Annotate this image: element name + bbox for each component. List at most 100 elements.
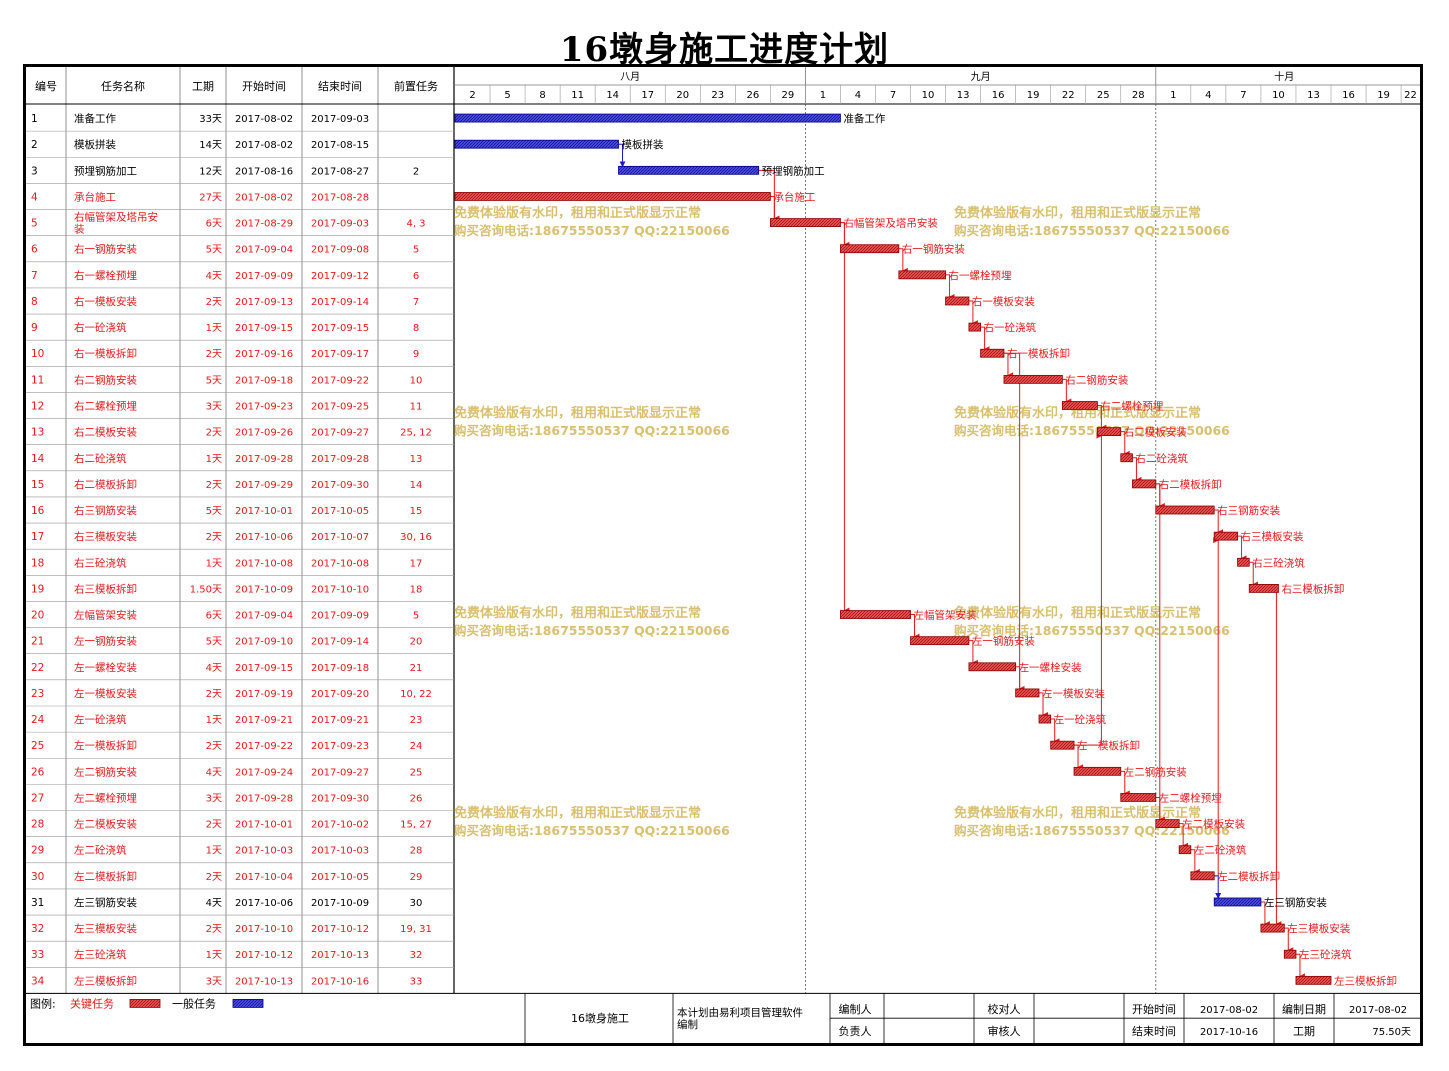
task-duration: 1天 [206, 715, 222, 726]
task-predecessors: 7 [413, 297, 419, 308]
task-bar [1038, 714, 1052, 724]
task-duration: 1天 [206, 846, 222, 857]
task-name: 左三钢筋安装 [74, 896, 137, 909]
task-duration: 1天 [206, 950, 222, 961]
task-duration: 12天 [199, 166, 222, 177]
task-bar-label: 右二模板拆卸 [1159, 478, 1222, 491]
dependency-arrow [945, 274, 955, 300]
task-bar [980, 348, 1005, 358]
day-tick-label: 19 [1027, 90, 1040, 101]
task-start: 2017-08-02 [235, 140, 293, 151]
task-bar [1120, 793, 1157, 802]
task-duration: 2天 [206, 741, 222, 752]
task-bar-label: 左一模板安装 [1042, 687, 1105, 700]
task-predecessors: 9 [413, 349, 419, 360]
task-start: 2017-10-06 [235, 532, 293, 543]
task-duration: 2天 [206, 349, 222, 360]
task-end: 2017-10-05 [311, 872, 369, 883]
task-name: 右三砼浇筑 [74, 556, 127, 569]
row-id: 19 [31, 583, 44, 595]
task-end: 2017-10-13 [311, 950, 369, 961]
day-tick-label: 26 [746, 90, 759, 101]
task-duration: 1天 [206, 323, 222, 334]
task-bar-label: 右一砼浇筑 [984, 321, 1037, 334]
legend-critical-label: 关键任务 [70, 996, 114, 1010]
day-tick-label: 16 [1342, 90, 1355, 101]
task-start: 2017-09-16 [235, 349, 293, 360]
task-bar-label: 承台施工 [773, 190, 815, 203]
task-duration: 2天 [206, 532, 222, 543]
task-start: 2017-09-04 [235, 245, 293, 256]
task-predecessors: 8 [413, 323, 419, 334]
task-start: 2017-10-12 [235, 950, 293, 961]
dependency-arrow [1015, 666, 1025, 692]
task-predecessors: 23 [410, 715, 423, 726]
task-duration: 1天 [206, 454, 222, 465]
task-bar [1213, 531, 1238, 541]
day-tick-label: 28 [1132, 90, 1145, 101]
task-name: 右三模板安装 [74, 530, 137, 543]
task-end: 2017-10-16 [311, 976, 369, 987]
row-id: 11 [31, 374, 44, 386]
task-predecessors: 18 [410, 584, 423, 595]
column-header: 前置任务 [394, 79, 438, 93]
task-duration: 1.50天 [190, 584, 222, 595]
task-predecessors: 5 [413, 611, 419, 622]
task-start: 2017-10-04 [235, 872, 293, 883]
task-name: 左二钢筋安装 [74, 765, 137, 778]
row-id: 30 [31, 871, 44, 883]
task-predecessors: 21 [410, 663, 423, 674]
task-name: 承台施工 [74, 190, 116, 203]
task-name: 右一螺栓预埋 [74, 269, 137, 282]
task-bar [1248, 584, 1279, 593]
task-bar-label: 左三模板拆卸 [1334, 974, 1397, 987]
day-tick-label: 22 [1404, 90, 1417, 101]
task-bar-label: 左二钢筋安装 [1124, 765, 1187, 778]
task-duration: 2天 [206, 820, 222, 831]
dependency-arrow [1214, 875, 1222, 899]
row-id: 15 [31, 479, 44, 491]
row-id: 12 [31, 400, 44, 412]
dependency-arrow [1120, 770, 1130, 797]
task-end: 2017-09-27 [311, 767, 369, 778]
watermark-line: 购买咨询电话:18675550537 QQ:22150066 [454, 223, 730, 238]
task-bar [1155, 505, 1215, 515]
task-duration: 5天 [206, 506, 222, 517]
task-name: 右二螺栓预埋 [74, 399, 137, 412]
dependency-arrow [1284, 927, 1294, 954]
day-tick-label: 11 [571, 90, 584, 101]
task-start: 2017-10-01 [235, 506, 293, 517]
task-bar [454, 113, 841, 123]
task-predecessors: 2 [413, 166, 419, 177]
task-predecessors: 17 [410, 558, 423, 569]
task-predecessors: 33 [410, 976, 423, 987]
column-header: 任务名称 [101, 79, 145, 93]
task-end: 2017-09-28 [311, 454, 369, 465]
watermark-line: 免费体验版有水印，租用和正式版显示正常 [454, 405, 701, 421]
day-tick-label: 29 [782, 90, 795, 101]
task-predecessors: 5 [413, 245, 419, 256]
task-start: 2017-10-10 [235, 924, 293, 935]
watermark-line: 购买咨询电话:18675550537 QQ:22150066 [454, 623, 730, 638]
task-duration: 33天 [199, 114, 222, 125]
task-duration: 14天 [199, 140, 222, 151]
row-id: 10 [31, 348, 44, 360]
task-bar-label: 右幅管架及塔吊安装 [843, 217, 938, 230]
task-name: 右一模板拆卸 [74, 347, 137, 360]
watermark-line: 免费体验版有水印，租用和正式版显示正常 [954, 405, 1201, 421]
task-bar [1283, 949, 1297, 959]
task-bar-label: 左一螺栓安装 [1019, 661, 1082, 674]
task-start: 2017-09-18 [235, 375, 293, 386]
task-bar-label: 左三模板安装 [1287, 922, 1350, 935]
row-id: 31 [31, 897, 44, 909]
day-tick-label: 2 [469, 90, 475, 101]
task-predecessors: 24 [410, 741, 423, 752]
task-bar [1050, 740, 1075, 750]
task-end: 2017-09-18 [311, 663, 369, 674]
task-predecessors: 11 [410, 401, 423, 412]
task-bar-label: 右一钢筋安装 [902, 243, 965, 256]
day-tick-label: 8 [539, 90, 545, 101]
task-predecessors: 13 [410, 454, 423, 465]
task-start: 2017-09-13 [235, 297, 293, 308]
task-predecessors: 4, 3 [406, 219, 425, 230]
